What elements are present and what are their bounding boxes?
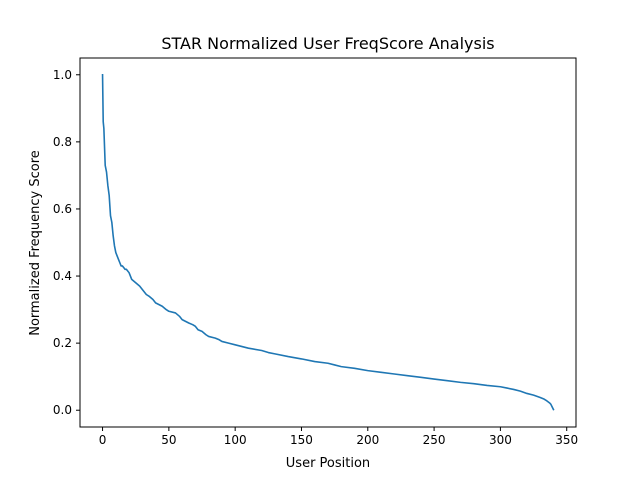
- series-line-0: [101, 73, 555, 411]
- x-tick-label: 200: [356, 433, 379, 447]
- x-tick-label: 350: [555, 433, 578, 447]
- y-tick-label: 0.2: [53, 336, 72, 350]
- x-tick-label: 300: [489, 433, 512, 447]
- x-tick-label: 50: [161, 433, 176, 447]
- y-tick-label: 0.0: [53, 403, 72, 417]
- y-axis-label: Normalized Frequency Score: [28, 150, 43, 336]
- y-tick-label: 0.8: [53, 135, 72, 149]
- x-tick-label: 150: [290, 433, 313, 447]
- chart-title: STAR Normalized User FreqScore Analysis: [161, 34, 494, 53]
- y-tick-label: 1.0: [53, 68, 72, 82]
- x-tick-label: 0: [99, 433, 107, 447]
- plot-frame: [79, 57, 577, 428]
- x-tick-label: 250: [423, 433, 446, 447]
- plot-content: 0 50 100 150 200 250 300 350 0.0 0.2 0.4 0.6 0.8 1.0: [53, 57, 578, 447]
- y-tick-label: 0.4: [53, 269, 72, 283]
- x-axis-label: User Position: [286, 456, 370, 471]
- y-tick-label: 0.6: [53, 202, 72, 216]
- x-tick-label: 100: [224, 433, 247, 447]
